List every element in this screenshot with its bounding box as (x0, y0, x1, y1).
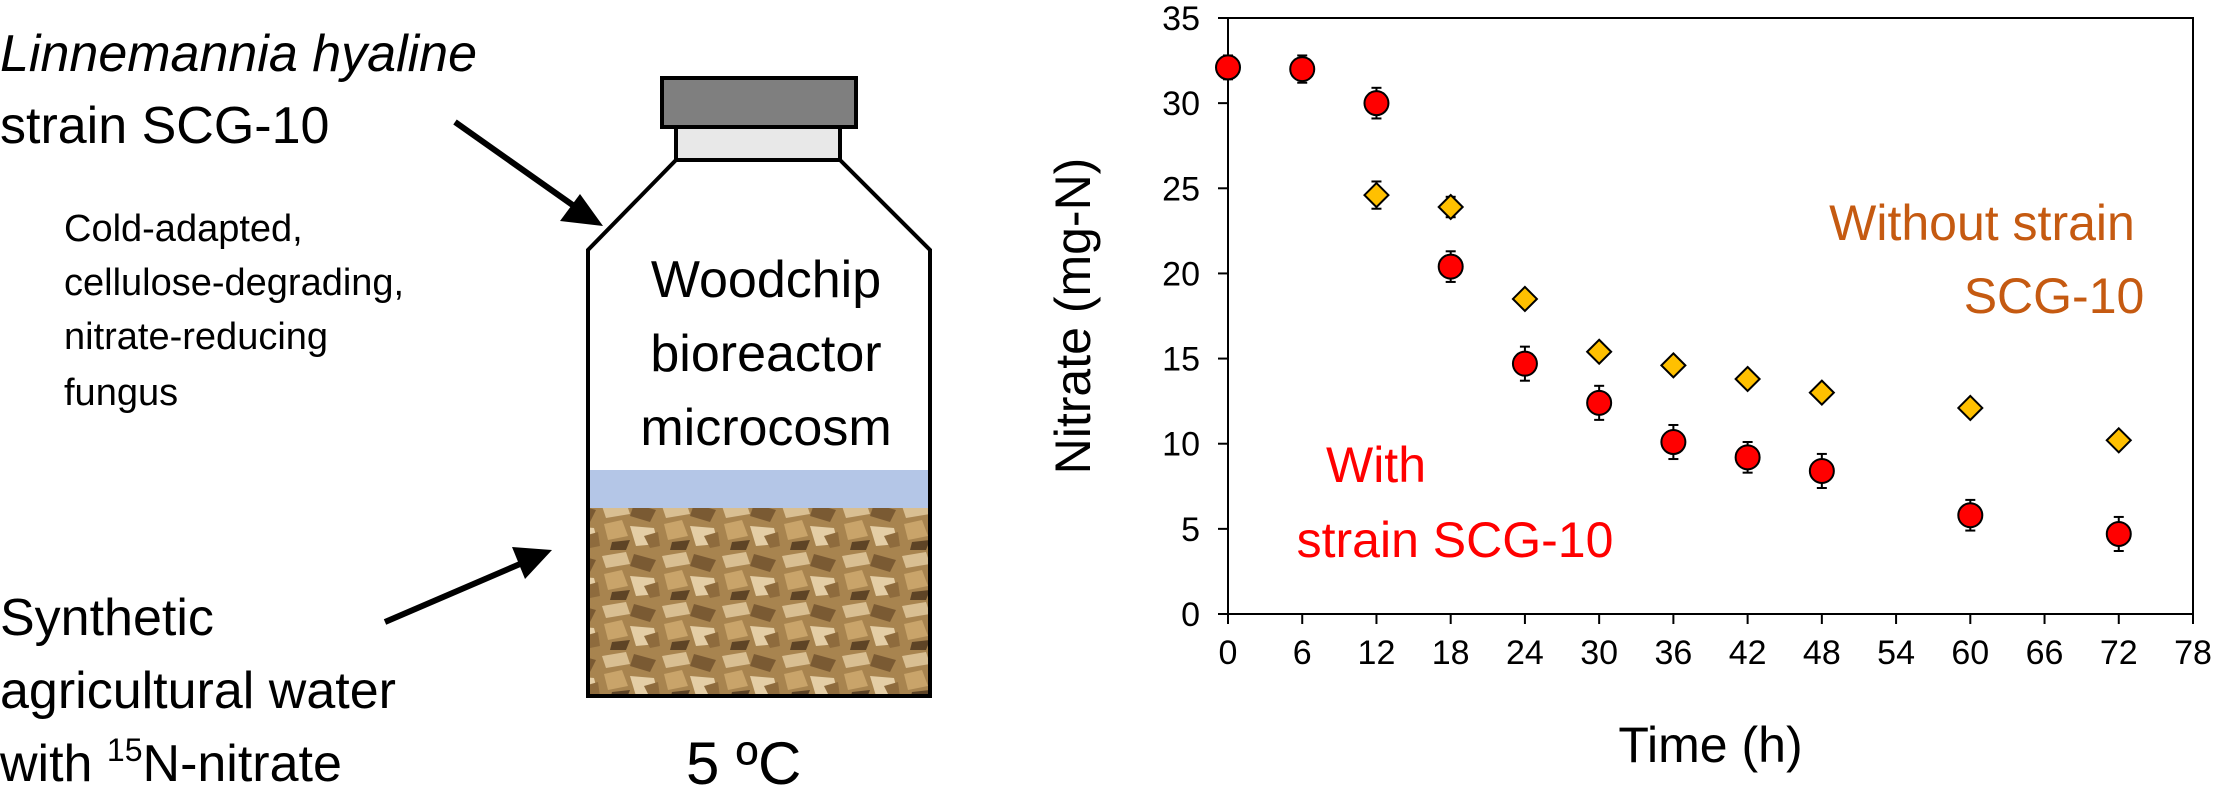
data-point-with-strain (1363, 90, 1390, 117)
bottle-cap (660, 76, 858, 129)
y-tick-label: 0 (1181, 596, 1200, 634)
y-tick-label: 30 (1162, 85, 1200, 123)
fungus-description-line: cellulose-degrading, (64, 262, 405, 304)
data-point-without-strain (1734, 365, 1762, 393)
x-tick-label: 6 (1293, 634, 1312, 672)
data-point-without-strain (1808, 379, 1836, 407)
data-point-without-strain (1363, 181, 1390, 209)
arrow-strain-to-bottle (453, 119, 576, 209)
series-label-without-strain: Without strain (1829, 195, 2135, 251)
x-tick-label: 42 (1729, 634, 1767, 672)
x-tick-label: 78 (2174, 634, 2212, 672)
data-point-without-strain (1585, 338, 1613, 366)
y-tick-label: 15 (1162, 341, 1200, 379)
x-tick-label: 0 (1219, 634, 1238, 672)
y-tick-label: 35 (1162, 0, 1200, 38)
series-label-with-strain: With (1326, 437, 1426, 493)
y-tick-label: 5 (1181, 511, 1200, 549)
x-tick-label: 18 (1432, 634, 1470, 672)
water-band (588, 470, 930, 508)
y-axis-title: Nitrate (mg-N) (1045, 158, 1101, 475)
series-label-with-strain: strain SCG-10 (1297, 512, 1614, 568)
data-point-with-strain (1437, 253, 1464, 280)
data-point-with-strain (1586, 389, 1613, 416)
water-description-line: with 15N-nitrate (0, 734, 342, 793)
data-point-without-strain (1511, 285, 1539, 313)
data-point-with-strain (2105, 520, 2132, 547)
data-point-with-strain (1511, 350, 1538, 377)
x-axis-title: Time (h) (1618, 717, 1802, 773)
bottle-label-line: bioreactor (650, 325, 882, 383)
arrowhead-icon (560, 194, 603, 226)
temperature-label: 5 ºC (686, 730, 802, 797)
fungus-description-line: nitrate-reducing (64, 316, 329, 358)
data-point-with-strain (1734, 444, 1761, 471)
arrow-water-to-bottle (383, 561, 522, 625)
bottle-outline (586, 158, 932, 698)
x-tick-label: 60 (1951, 634, 1989, 672)
isotope-superscript: 15 (106, 732, 143, 768)
data-point-with-strain (1660, 429, 1687, 456)
water-description-line: agricultural water (0, 662, 396, 720)
x-tick-label: 66 (2026, 634, 2064, 672)
x-tick-label: 12 (1358, 634, 1396, 672)
x-tick-label: 48 (1803, 634, 1841, 672)
woodchips (588, 508, 930, 696)
data-point-with-strain (1289, 56, 1316, 83)
data-point-with-strain (1957, 502, 1984, 529)
water-description-line: Synthetic (0, 589, 214, 647)
fungus-description-line: fungus (64, 372, 179, 414)
bottle-label-line: microcosm (640, 399, 892, 457)
data-point-without-strain (2105, 426, 2133, 454)
arrowhead-icon (512, 547, 552, 579)
strain-label: strain SCG-10 (0, 97, 330, 155)
x-tick-label: 36 (1654, 634, 1692, 672)
bottle-label-line: Woodchip (650, 251, 882, 309)
fungus-description-line: Cold-adapted, (64, 208, 303, 250)
water-suffix: N-nitrate (142, 735, 342, 793)
y-tick-label: 25 (1162, 170, 1200, 208)
data-point-with-strain (1215, 54, 1241, 81)
x-tick-label: 72 (2100, 634, 2138, 672)
y-tick-label: 10 (1162, 426, 1200, 464)
x-tick-label: 54 (1877, 634, 1915, 672)
series-label-without-strain: SCG-10 (1964, 268, 2145, 324)
x-tick-label: 30 (1580, 634, 1618, 672)
data-point-without-strain (1437, 193, 1465, 221)
x-tick-label: 24 (1506, 634, 1544, 672)
data-point-with-strain (1808, 457, 1835, 484)
data-point-without-strain (1956, 394, 1984, 422)
organism-name: Linnemannia hyaline (0, 25, 478, 83)
y-tick-label: 20 (1162, 255, 1200, 293)
water-prefix: with (0, 735, 107, 793)
plot-frame (1227, 17, 2194, 615)
data-point-without-strain (1659, 351, 1687, 379)
